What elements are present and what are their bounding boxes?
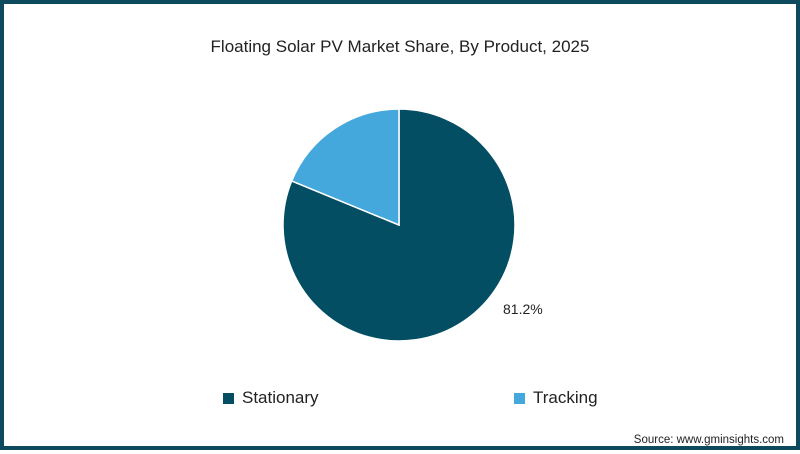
pie-chart xyxy=(282,108,516,342)
legend-item-tracking: Tracking xyxy=(514,388,598,408)
pie-slice-stationary xyxy=(282,108,516,342)
legend-swatch-stationary xyxy=(223,392,234,404)
legend-label-stationary: Stationary xyxy=(242,388,319,407)
source-note: Source: www.gminsights.com xyxy=(633,434,784,446)
pie-slice-tracking xyxy=(290,108,400,227)
chart-title: Floating Solar PV Market Share, By Produ… xyxy=(210,37,590,56)
legend-swatch-tracking xyxy=(514,392,525,404)
legend-item-stationary: Stationary xyxy=(223,388,319,408)
legend-label-tracking: Tracking xyxy=(533,388,598,407)
data-label-stationary: 81.2% xyxy=(503,301,543,317)
